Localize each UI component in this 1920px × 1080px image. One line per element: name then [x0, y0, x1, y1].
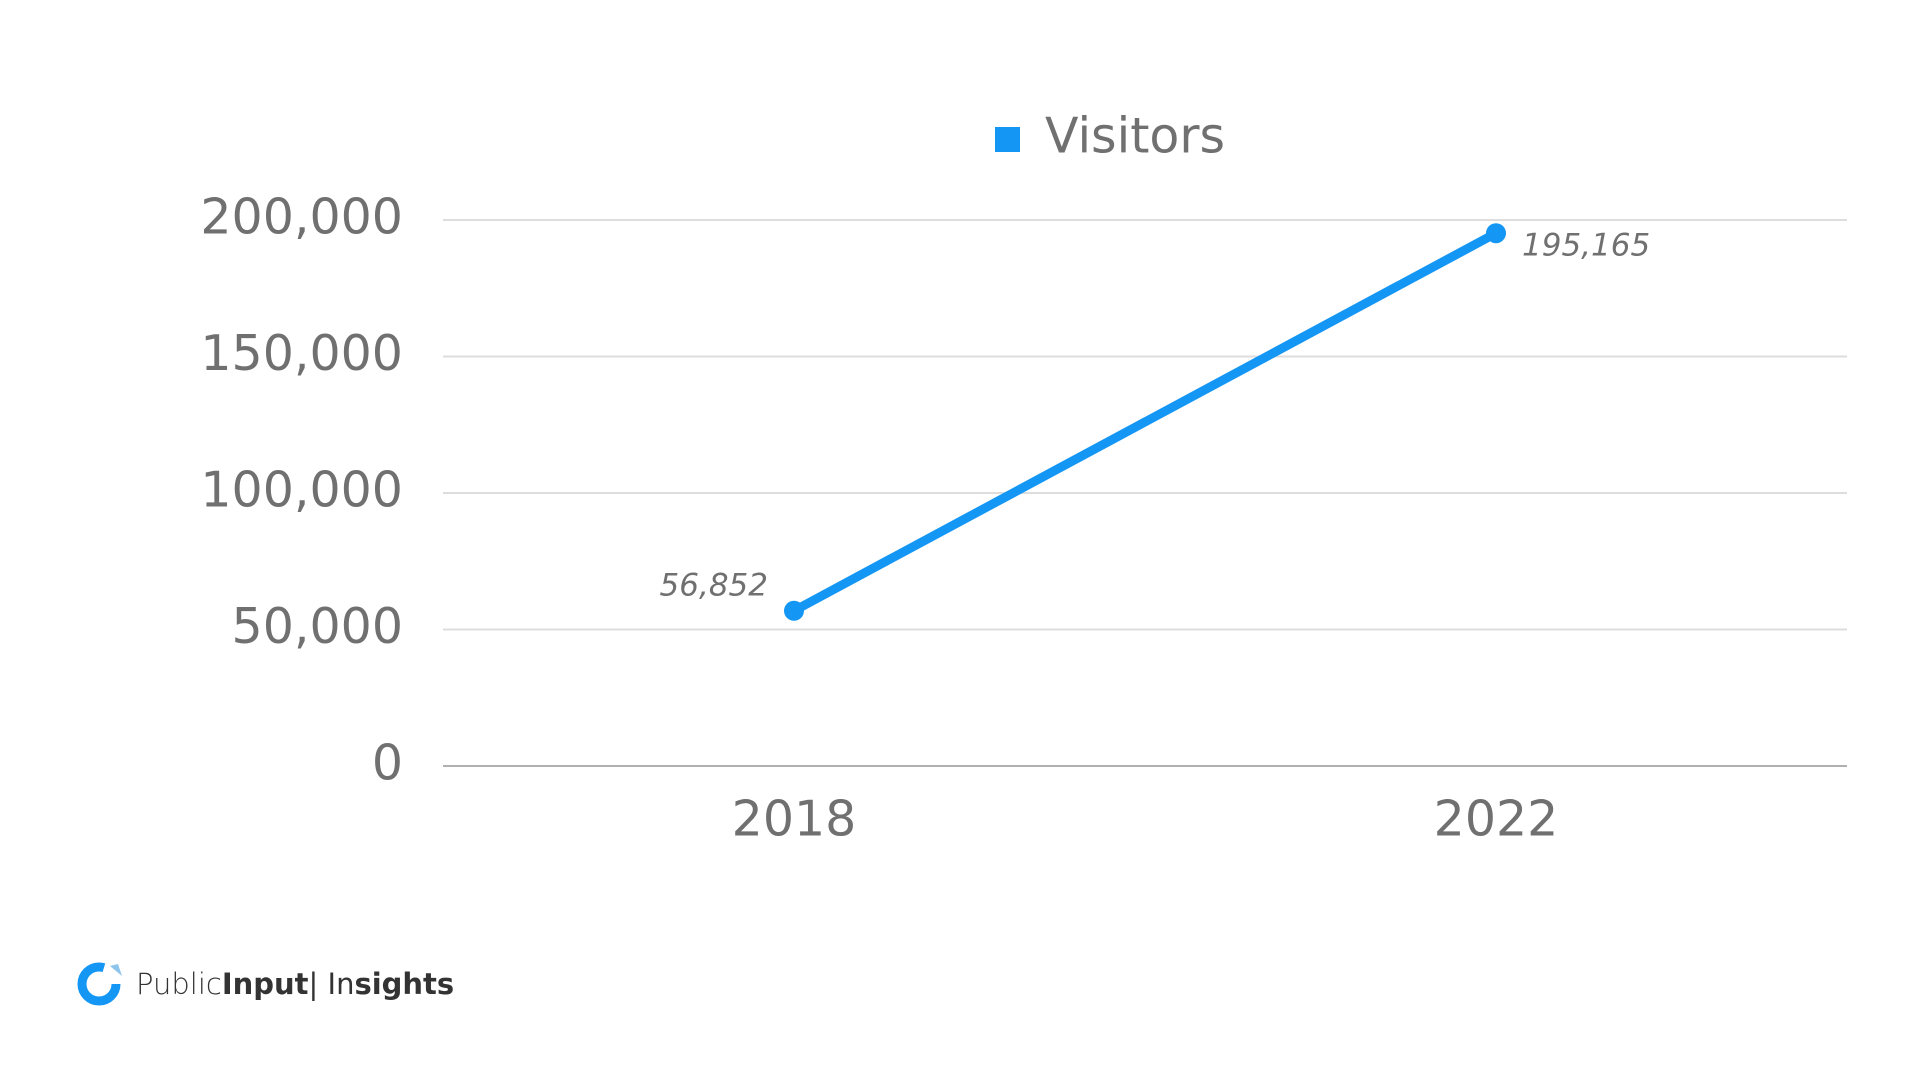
logo-icon	[77, 962, 121, 1006]
logo-part: sights	[354, 967, 454, 1001]
data-label: 56,852	[660, 567, 768, 603]
legend-swatch	[995, 127, 1020, 152]
logo-icon-accent	[110, 964, 122, 976]
logo-part: | In	[309, 967, 355, 1001]
series-line	[789, 228, 1501, 616]
data-point	[784, 600, 804, 621]
y-tick-label: 100,000	[200, 462, 403, 519]
data-point	[1486, 223, 1506, 244]
x-tick-label: 2018	[732, 791, 857, 848]
logo-part: Input	[222, 967, 309, 1001]
x-tick-label: 2022	[1434, 791, 1559, 848]
y-tick-label: 150,000	[200, 325, 403, 382]
y-tick-label: 0	[372, 735, 403, 792]
logo-part: Public	[136, 967, 222, 1001]
y-tick-label: 50,000	[232, 598, 403, 655]
logo-text: PublicInput| Insights	[136, 967, 454, 1001]
legend-label: Visitors	[1045, 108, 1225, 165]
data-label: 195,165	[1522, 228, 1650, 264]
logo: PublicInput| Insights	[77, 962, 454, 1006]
y-tick-label: 200,000	[200, 189, 403, 246]
